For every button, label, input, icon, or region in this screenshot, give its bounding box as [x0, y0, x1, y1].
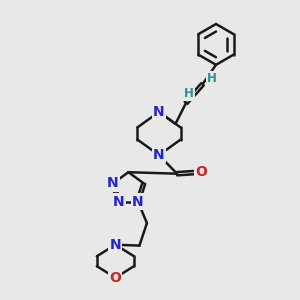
Text: N: N — [113, 194, 125, 208]
Text: N: N — [132, 194, 144, 208]
Text: N: N — [153, 105, 165, 119]
Text: O: O — [110, 271, 122, 285]
Text: N: N — [107, 176, 119, 190]
Text: O: O — [195, 166, 207, 179]
Text: N: N — [110, 238, 121, 252]
Text: N: N — [153, 148, 165, 162]
Text: H: H — [184, 87, 194, 101]
Text: H: H — [207, 72, 217, 86]
